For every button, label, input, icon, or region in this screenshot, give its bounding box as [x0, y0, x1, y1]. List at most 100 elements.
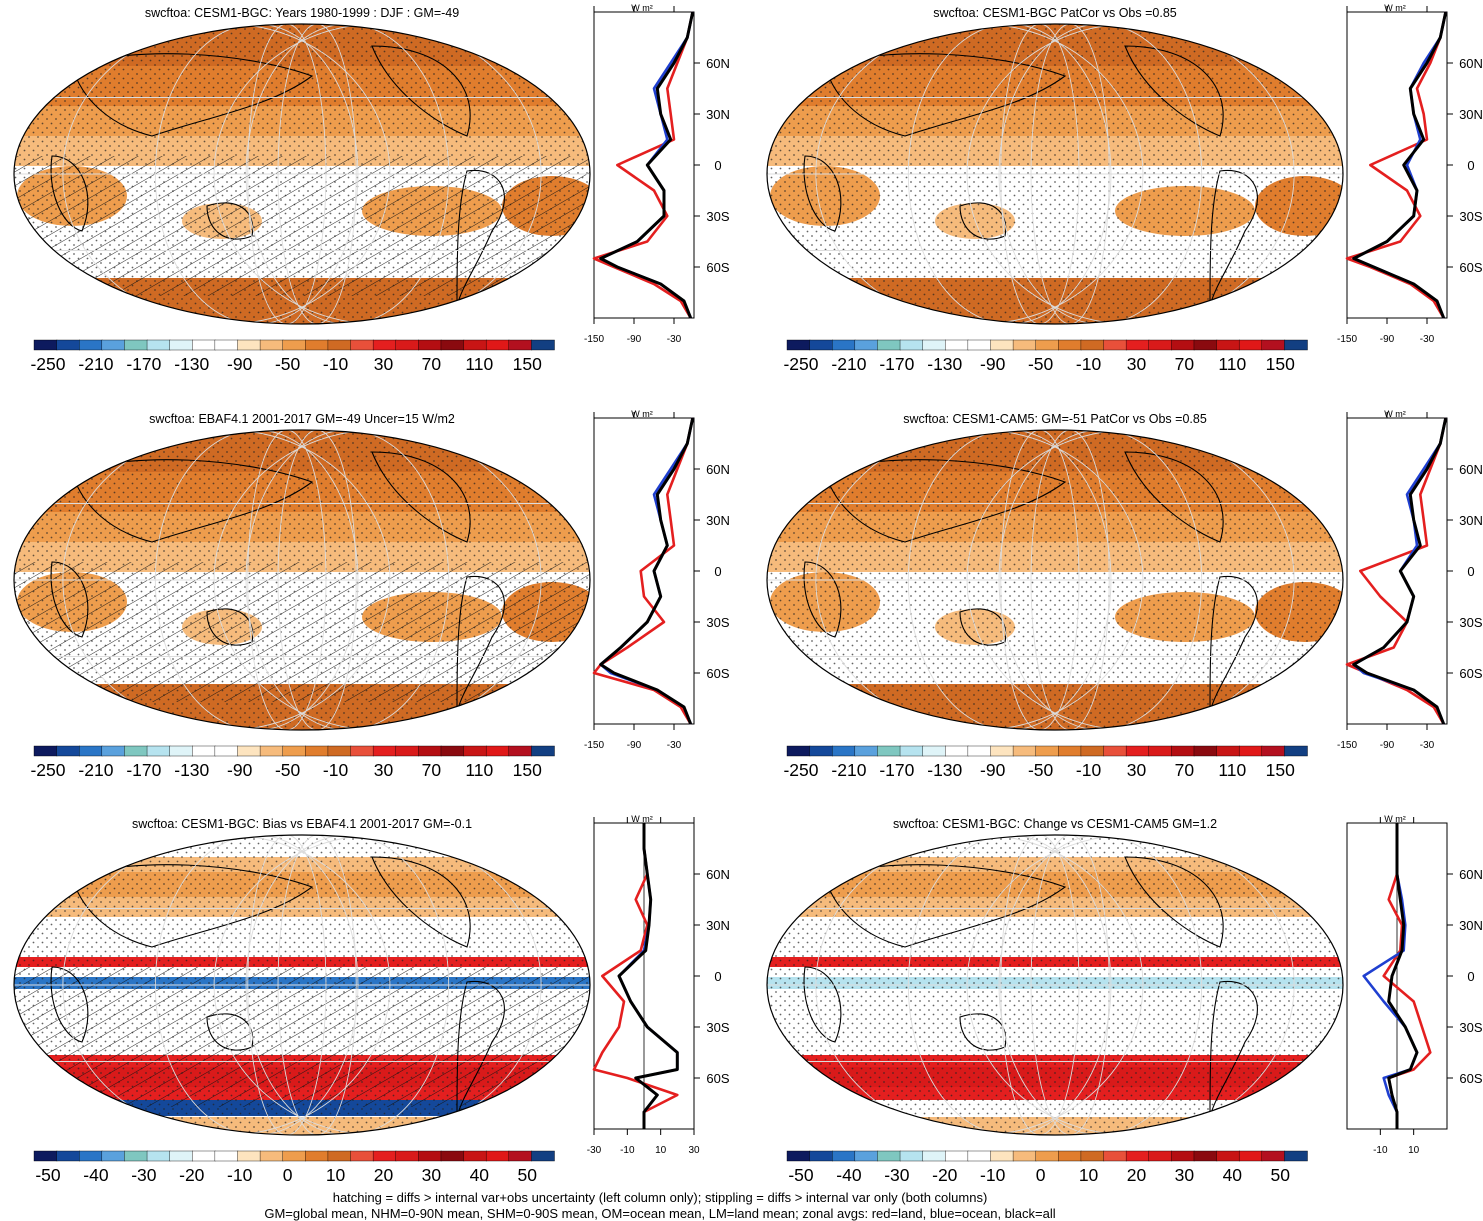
- colorbar-swatch: [463, 745, 487, 757]
- colorbar-swatch: [485, 339, 510, 351]
- colorbar-swatch: [854, 1150, 879, 1162]
- colorbar-label: 150: [1266, 354, 1295, 374]
- panel-title: swcftoa: CESM1-BGC: Bias vs EBAF4.1 2001…: [132, 817, 472, 831]
- zonal-unit: W m²: [631, 409, 653, 419]
- colorbar-swatch: [33, 745, 58, 757]
- map-border: [13, 429, 591, 731]
- colorbar-swatch: [832, 339, 856, 351]
- zonal-x-tick: -30: [587, 1145, 602, 1156]
- zonal-mean-plot: W m² -150 -90 -30 60N 30N 0 30S 60S: [584, 409, 730, 751]
- zonal-line-all: [599, 11, 695, 319]
- colorbar: -250 -210 -170 -130 -90 -50 -10 30 70 110 150: [783, 745, 1308, 780]
- colorbar-swatch: [1125, 745, 1150, 757]
- colorbar-swatch: [832, 745, 856, 757]
- colorbar-swatch: [967, 1150, 992, 1162]
- colorbar-swatch: [463, 1150, 487, 1162]
- colorbar-swatch: [854, 339, 879, 351]
- colorbar-swatch: [967, 745, 992, 757]
- colorbar-label: 30: [1127, 354, 1147, 374]
- colorbar: -50 -40 -30 -20 -10 0 10 20 30 40 50: [786, 1150, 1308, 1185]
- zonal-lat-label: 30S: [1459, 615, 1482, 630]
- colorbar-swatch: [101, 1150, 126, 1162]
- colorbar-swatch: [1193, 1150, 1218, 1162]
- panel-title: swcftoa: CESM1-BGC: Change vs CESM1-CAM5…: [893, 817, 1217, 831]
- colorbar-swatch: [372, 745, 397, 757]
- colorbar-label: -210: [78, 760, 113, 780]
- colorbar-label: -50: [1028, 760, 1054, 780]
- zonal-line-all: [1352, 11, 1448, 319]
- colorbar-swatch: [990, 1150, 1014, 1162]
- colorbar-label: 20: [1127, 1165, 1147, 1185]
- map: [14, 430, 590, 730]
- zonal-line-all: [1387, 823, 1419, 1129]
- colorbar-swatch: [1058, 339, 1082, 351]
- map: [767, 430, 1343, 730]
- colorbar-swatch: [1080, 339, 1105, 351]
- colorbar-swatch: [945, 1150, 969, 1162]
- map-border: [766, 23, 1344, 325]
- zonal-x-tick: -150: [584, 334, 604, 345]
- colorbar-label: 150: [1266, 760, 1295, 780]
- colorbar-swatch: [124, 745, 148, 757]
- colorbar-swatch: [33, 1150, 58, 1162]
- colorbar-swatch: [372, 1150, 397, 1162]
- zonal-lat-label: 0: [714, 564, 721, 579]
- colorbar-swatch: [1284, 745, 1308, 757]
- colorbar-swatch: [1284, 339, 1308, 351]
- zonal-line-land: [592, 11, 694, 319]
- colorbar-swatch: [1193, 745, 1218, 757]
- colorbar-swatch: [1058, 1150, 1082, 1162]
- colorbar-swatch: [372, 339, 397, 351]
- zonal-lat-label: 60N: [706, 56, 730, 71]
- colorbar-label: -50: [788, 1165, 814, 1185]
- colorbar-label: -50: [275, 760, 301, 780]
- colorbar-label: 30: [374, 354, 394, 374]
- colorbar-label: -210: [78, 354, 113, 374]
- colorbar-swatch: [1125, 1150, 1150, 1162]
- colorbar-swatch: [237, 1150, 261, 1162]
- colorbar-swatch: [899, 339, 924, 351]
- colorbar-swatch: [1284, 1150, 1308, 1162]
- colorbar-label: 40: [1223, 1165, 1243, 1185]
- zonal-lat-label: 30N: [706, 918, 730, 933]
- colorbar-label: -40: [836, 1165, 862, 1185]
- zonal-lat-label: 0: [1467, 564, 1474, 579]
- zonal-x-tick: -30: [1420, 334, 1435, 345]
- colorbar-label: -10: [980, 1165, 1006, 1185]
- zonal-lat-label: 0: [714, 969, 721, 984]
- colorbar-swatch: [237, 745, 261, 757]
- colorbar-swatch: [945, 745, 969, 757]
- colorbar-swatch: [1035, 339, 1060, 351]
- colorbar-swatch: [922, 1150, 946, 1162]
- colorbar-swatch: [1216, 745, 1240, 757]
- colorbar-swatch: [214, 339, 239, 351]
- colorbar-swatch: [146, 1150, 171, 1162]
- colorbar-swatch: [990, 745, 1014, 757]
- colorbar-label: -90: [980, 760, 1006, 780]
- zonal-lat-label: 30N: [706, 107, 730, 122]
- colorbar-label: -50: [275, 354, 301, 374]
- colorbar-label: -50: [1028, 354, 1054, 374]
- colorbar-label: 150: [513, 760, 542, 780]
- colorbar-swatch: [1035, 1150, 1060, 1162]
- colorbar-swatch: [1103, 745, 1127, 757]
- colorbar-label: -130: [927, 760, 962, 780]
- colorbar-swatch: [192, 339, 216, 351]
- colorbar-label: 30: [422, 1165, 442, 1185]
- colorbar-swatch: [1261, 1150, 1286, 1162]
- colorbar-swatch: [786, 1150, 811, 1162]
- colorbar-swatch: [1103, 339, 1127, 351]
- zonal-x-tick: -90: [627, 334, 642, 345]
- zonal-x-tick: -90: [627, 740, 642, 751]
- map-border: [13, 23, 591, 325]
- colorbar-swatch: [1012, 1150, 1037, 1162]
- colorbar-label: 10: [326, 1165, 346, 1185]
- panel-2: swcftoa: CESM1-BGC PatCor vs Obs =0.85 -2…: [766, 3, 1483, 374]
- colorbar-label: -10: [227, 1165, 253, 1185]
- colorbar-swatch: [1171, 745, 1195, 757]
- zonal-x-tick: -150: [1337, 740, 1357, 751]
- zonal-x-tick: -10: [620, 1145, 635, 1156]
- colorbar: -250 -210 -170 -130 -90 -50 -10 30 70 110 150: [783, 339, 1308, 374]
- zonal-lat-label: 30S: [1459, 1020, 1482, 1035]
- zonal-lat-label: 30N: [1459, 513, 1483, 528]
